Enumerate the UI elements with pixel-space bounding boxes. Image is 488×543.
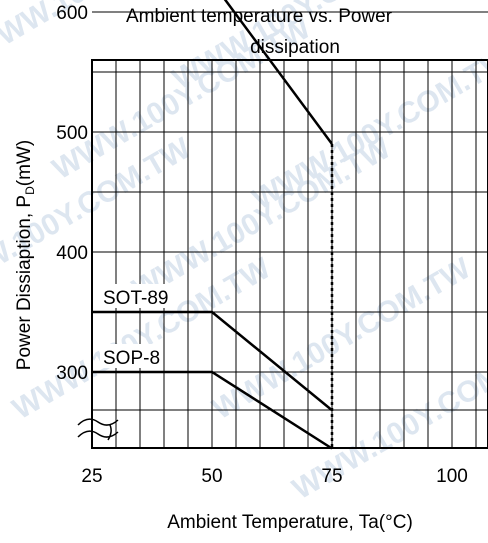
x-tick-labels: 25 50 75 100: [81, 466, 467, 487]
series-label: SOP-8: [103, 348, 160, 369]
series-label: SOT-89: [103, 288, 168, 309]
x-axis-label: Ambient Temperature, Ta(°C): [167, 512, 413, 533]
y-tick-label: 600: [56, 3, 88, 24]
plot-frame: [91, 59, 488, 449]
series-label-bg: [100, 344, 161, 368]
series-line-sot-89: [92, 310, 333, 412]
y-tick-label: 500: [56, 123, 88, 144]
chart-title-line-1: Ambient temperature vs. Power: [126, 6, 393, 27]
y-axis-label-unit: (mW): [14, 140, 35, 186]
x-tick-label: 100: [436, 466, 468, 487]
x-tick-label: 75: [321, 466, 342, 487]
chart-title-line-2: dissipation: [250, 37, 340, 58]
y-tick-label: 300: [56, 363, 88, 384]
series-line-to-92: [223, 0, 334, 145]
y-axis-label-main: Power Dissiaption, P: [14, 195, 35, 370]
y-axis-label-sub: D: [23, 186, 37, 195]
series-label-bg: [100, 284, 172, 308]
x-tick-label: 25: [81, 466, 102, 487]
series-line-sop-8: [92, 370, 333, 450]
x-tick-label: 50: [201, 466, 222, 487]
y-tick-labels: 300400500600700: [56, 3, 88, 384]
grid: [92, 11, 488, 448]
y-tick-label: 400: [56, 243, 88, 264]
y-axis-label: Power Dissiaption, PD(mW): [14, 140, 37, 370]
axis-break-icon: [77, 418, 119, 441]
